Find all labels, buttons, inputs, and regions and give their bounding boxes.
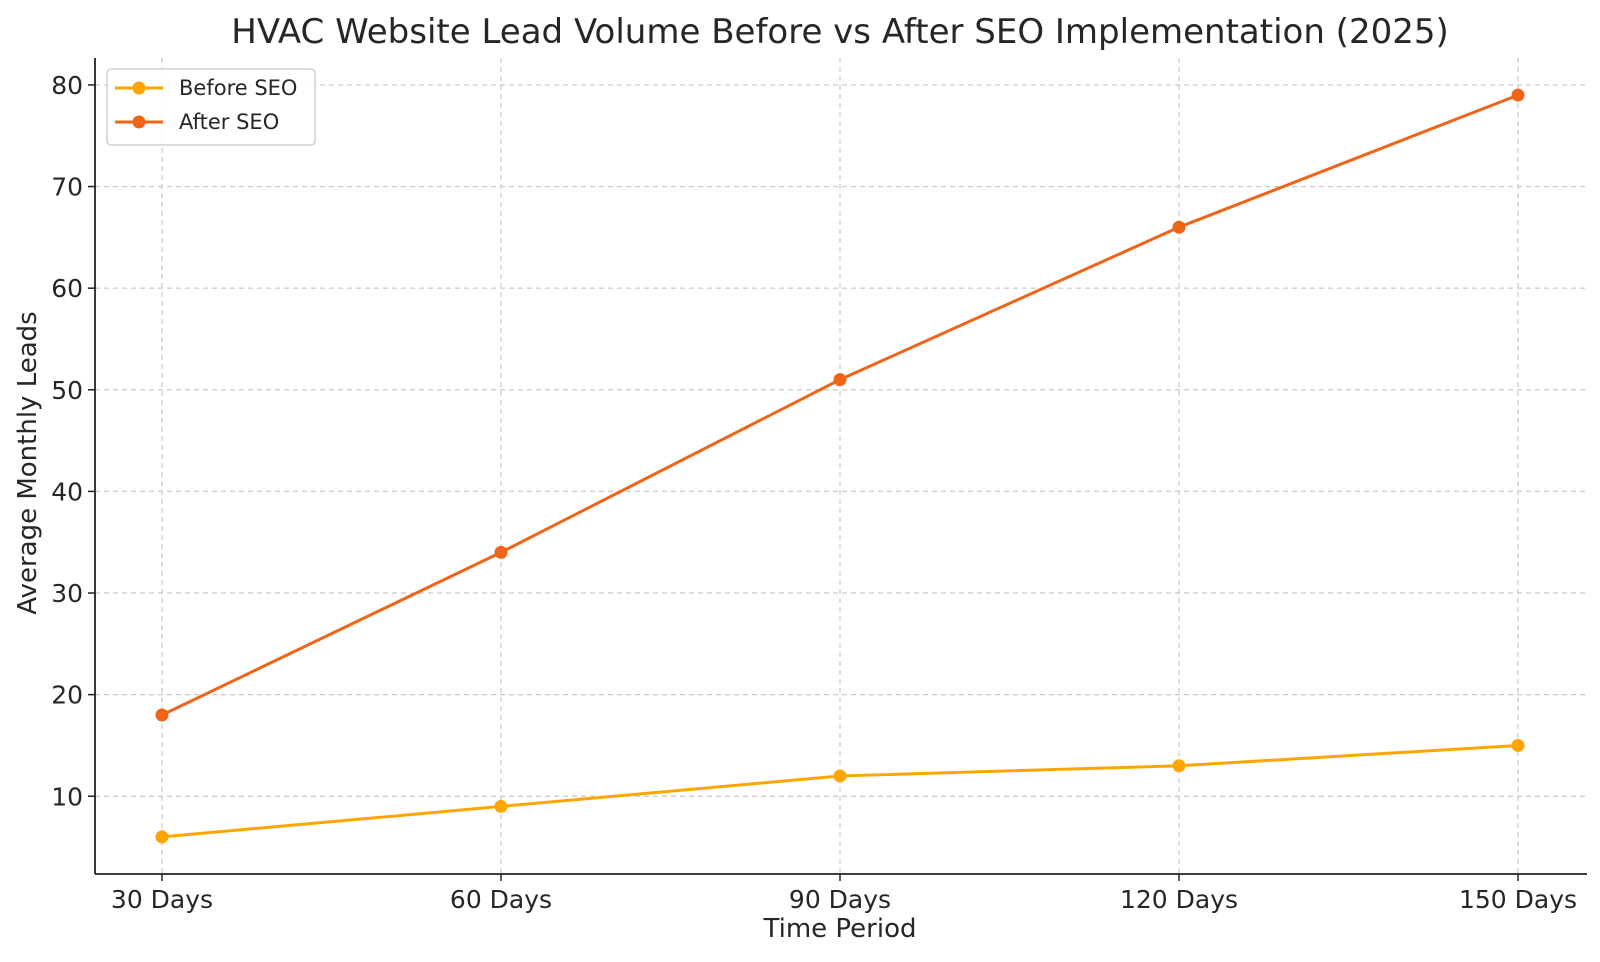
- grid-lines: [95, 58, 1587, 874]
- x-tick-label: 120 Days: [1120, 885, 1238, 914]
- data-point-after-seo: [1511, 88, 1525, 102]
- legend: Before SEO After SEO: [106, 68, 316, 146]
- data-point-after-seo: [155, 708, 169, 722]
- data-point-before-seo: [833, 769, 847, 783]
- legend-label-before-seo: Before SEO: [179, 76, 297, 100]
- y-axis-label: Average Monthly Leads: [13, 311, 43, 614]
- legend-marker-before-seo: [132, 81, 146, 95]
- x-tick-label: 30 Days: [111, 885, 213, 914]
- y-tick-label: 20: [51, 681, 83, 710]
- series-group: [155, 88, 1525, 844]
- y-tick-label: 60: [51, 274, 83, 303]
- data-point-before-seo: [1172, 759, 1186, 773]
- x-tick-label: 60 Days: [450, 885, 552, 914]
- y-tick-label: 30: [51, 579, 83, 608]
- tick-labels: 30 Days 60 Days 90 Days 120 Days 150 Days 10 2…: [51, 71, 1577, 914]
- y-tick-label: 80: [51, 71, 83, 100]
- axes: [88, 58, 1587, 881]
- data-point-after-seo: [1172, 220, 1186, 234]
- x-tick-label: 90 Days: [789, 885, 891, 914]
- x-axis-label: Time Period: [763, 914, 917, 944]
- data-point-before-seo: [1511, 738, 1525, 752]
- data-point-after-seo: [494, 545, 508, 559]
- legend-marker-after-seo: [132, 115, 146, 129]
- y-tick-label: 10: [51, 782, 83, 811]
- y-tick-label: 50: [51, 376, 83, 405]
- data-point-after-seo: [833, 373, 847, 387]
- data-point-before-seo: [155, 830, 169, 844]
- y-tick-label: 70: [51, 173, 83, 202]
- y-tick-label: 40: [51, 477, 83, 506]
- data-point-before-seo: [494, 799, 508, 813]
- x-tick-label: 150 Days: [1459, 885, 1577, 914]
- legend-label-after-seo: After SEO: [179, 110, 279, 134]
- chart-title: HVAC Website Lead Volume Before vs After…: [231, 12, 1449, 52]
